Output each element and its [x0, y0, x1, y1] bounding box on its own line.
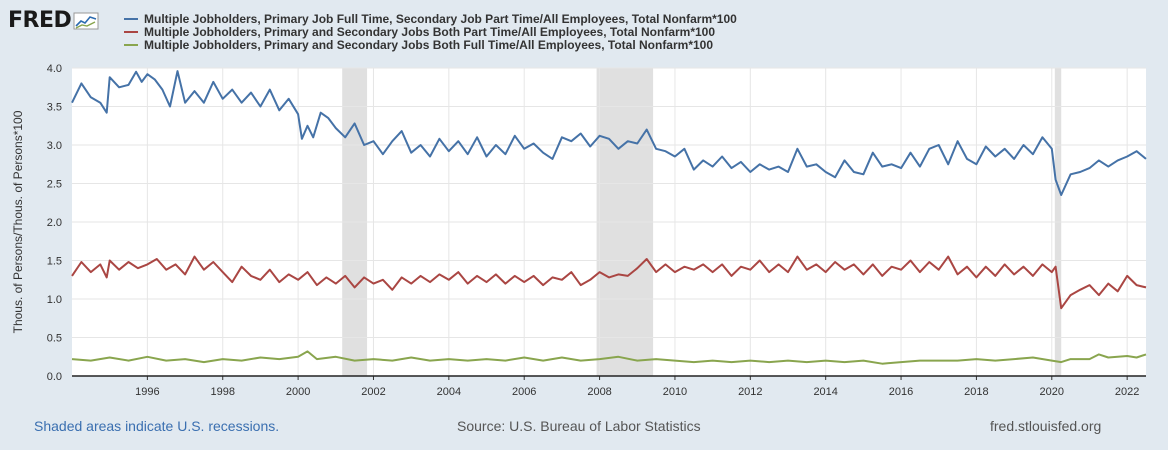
source-note: Source: U.S. Bureau of Labor Statistics [457, 418, 701, 434]
x-tick-label: 2022 [1115, 386, 1139, 398]
x-tick-label: 1996 [135, 386, 159, 398]
y-tick-label: 3.0 [47, 140, 62, 152]
legend-item-full-full: Multiple Jobholders, Primary and Seconda… [124, 37, 737, 52]
site-link[interactable]: fred.stlouisfed.org [990, 418, 1102, 434]
axes: 0.0 0.5 1.0 1.5 2.0 2.5 3.0 3.5 4.0 1996 1998 2000 2… [47, 63, 1146, 398]
y-tick-label: 1.0 [47, 294, 62, 306]
y-tick-label: 0.0 [47, 371, 62, 383]
x-tick-label: 2018 [964, 386, 988, 398]
fred-logo[interactable]: FRED [8, 8, 99, 33]
legend-label: Multiple Jobholders, Primary and Seconda… [144, 37, 714, 52]
legend-item-part-part: Multiple Jobholders, Primary and Seconda… [124, 24, 737, 39]
series-line-1 [71, 70, 1147, 196]
chart-legend: Multiple Jobholders, Primary Job Full Ti… [124, 11, 737, 52]
series-line-3 [71, 350, 1147, 365]
series-line-2 [71, 255, 1147, 310]
y-tick-label: 3.5 [47, 102, 62, 114]
x-tick-label: 2016 [889, 386, 913, 398]
x-tick-label: 2006 [512, 386, 536, 398]
y-tick-label: 0.5 [47, 333, 62, 345]
line-chart: 0.0 0.5 1.0 1.5 2.0 2.5 3.0 3.5 4.0 1996 1998 2000 2… [11, 63, 1147, 398]
y-tick-label: 2.0 [47, 217, 62, 229]
y-tick-label: 1.5 [47, 256, 62, 268]
data-series [71, 70, 1147, 365]
x-tick-label: 2002 [361, 386, 385, 398]
x-tick-label: 1998 [210, 386, 234, 398]
recession-note: Shaded areas indicate U.S. recessions. [34, 418, 280, 434]
legend-swatch-red [124, 30, 138, 33]
grid-lines [72, 67, 1146, 376]
y-axis-label: Thous. of Persons/Thous. of Persons*100 [11, 110, 25, 333]
x-tick-label: 2010 [663, 386, 687, 398]
x-tick-label: 2020 [1040, 386, 1064, 398]
legend-item-full-part: Multiple Jobholders, Primary Job Full Ti… [124, 11, 737, 26]
legend-swatch-blue [124, 17, 138, 20]
legend-label: Multiple Jobholders, Primary Job Full Ti… [144, 11, 737, 26]
legend-swatch-green [124, 43, 138, 46]
x-tick-label: 2004 [437, 386, 461, 398]
x-tick-label: 2000 [286, 386, 310, 398]
fred-graph-icon [73, 12, 99, 29]
y-tick-label: 4.0 [47, 63, 62, 75]
fred-logo-text: FRED [8, 8, 72, 33]
x-tick-label: 2012 [738, 386, 762, 398]
x-tick-label: 2014 [813, 386, 837, 398]
legend-label: Multiple Jobholders, Primary and Seconda… [144, 24, 716, 39]
y-tick-label: 2.5 [47, 179, 62, 191]
x-tick-label: 2008 [587, 386, 611, 398]
